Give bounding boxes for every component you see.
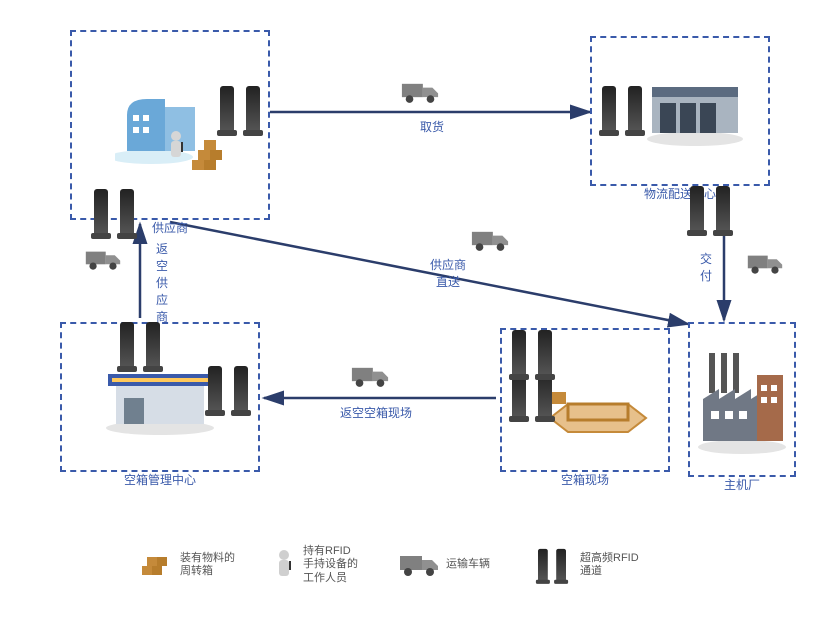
legend-text: 超高频RFID 通道 (580, 552, 639, 578)
legend-item-person: 持有RFID 手持设备的 工作人员 (275, 545, 358, 585)
truck-icon (350, 364, 390, 392)
rfid-gate-pair-icon (206, 366, 250, 412)
rfid-gate-pair-icon (688, 186, 732, 232)
rfid-gate-pair-icon (600, 86, 644, 132)
factory-icon (695, 345, 789, 455)
node-label: 空箱管理中心 (124, 471, 196, 488)
legend-item-boxes: 装有物料的 周转箱 (140, 550, 235, 580)
legend: 装有物料的 周转箱 持有RFID 手持设备的 工作人员 运输车辆 超高频RFID… (140, 542, 639, 588)
rfid-gate-pair-icon (537, 549, 568, 581)
person-icon (275, 549, 297, 581)
arrow-label-pickup: 取货 (420, 118, 444, 135)
legend-text: 装有物料的 周转箱 (180, 552, 235, 578)
truck-icon (400, 80, 440, 108)
rfid-gate-pair-icon (218, 86, 262, 132)
rfid-gate-pair-icon (92, 189, 136, 235)
truck-icon (746, 252, 784, 279)
legend-text: 持有RFID 手持设备的 工作人员 (303, 545, 358, 585)
truck-icon (470, 228, 510, 256)
arrow-label-return_empty: 返空空箱现场 (340, 404, 412, 421)
legend-item-truck: 运输车辆 (398, 552, 490, 578)
legend-text: 运输车辆 (446, 558, 490, 571)
rfid-gate-pair-icon (510, 330, 554, 376)
legend-item-gate: 超高频RFID 通道 (530, 542, 639, 588)
arrow-direct_ship (170, 222, 688, 324)
node-distribution-center: 物流配送中心 (590, 36, 770, 186)
truck-icon (398, 552, 440, 578)
arrow-label-deliver: 交 付 (700, 250, 712, 284)
arrow-label-return_supp: 返 空 供 应 商 (156, 240, 168, 325)
arrow-label-direct_ship: 供应商 直送 (430, 256, 466, 290)
node-label: 供应商 (152, 219, 188, 236)
node-factory: 主机厂 (688, 322, 796, 477)
site-frame-icon (540, 364, 650, 436)
node-label: 空箱现场 (561, 471, 609, 488)
rfid-gate-pair-icon (118, 322, 162, 368)
warehouse-icon (640, 75, 750, 147)
node-label: 主机厂 (724, 476, 760, 493)
boxes-icon (140, 550, 174, 580)
truck-icon (84, 248, 122, 275)
